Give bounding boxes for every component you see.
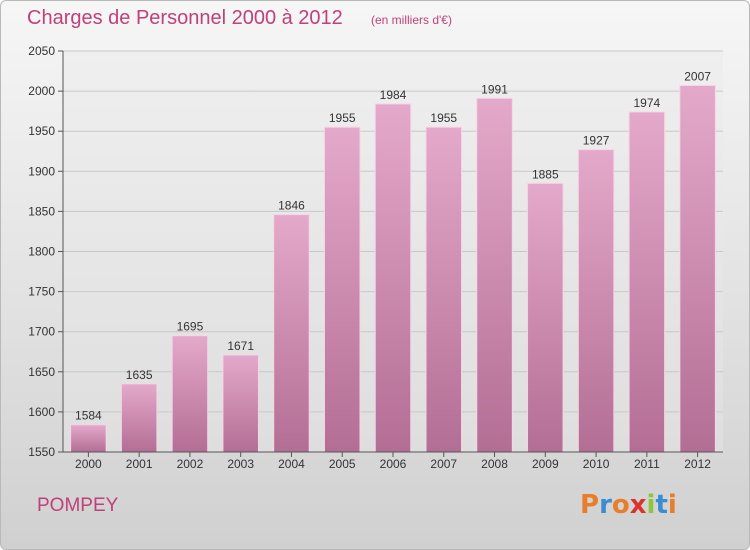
x-tick-label: 2006	[380, 457, 407, 471]
bar-value-label: 1671	[227, 339, 254, 353]
y-tick-label: 1900	[28, 164, 55, 178]
bar-2010	[577, 149, 615, 453]
x-tick-label: 2008	[481, 457, 508, 471]
bar-value-label: 2007	[684, 69, 711, 83]
x-tick-label: 2010	[583, 457, 610, 471]
y-tick-label: 1750	[28, 285, 55, 299]
y-tick-label: 2000	[28, 84, 55, 98]
bar-2008	[476, 97, 513, 453]
bar-value-label: 1695	[177, 320, 204, 334]
bar-2009	[527, 182, 564, 453]
x-tick-label: 2009	[532, 457, 559, 471]
x-tick-label: 2003	[227, 457, 254, 471]
chart-title: Charges de Personnel 2000 à 2012	[27, 7, 343, 29]
x-tick-label: 2001	[126, 457, 153, 471]
commune-name: POMPEY	[37, 495, 119, 516]
logo-letter: x	[629, 490, 647, 520]
logo-letter: t	[655, 490, 668, 520]
bar-2000	[70, 424, 107, 453]
bar-2003	[222, 354, 259, 453]
bar-value-label: 1984	[380, 88, 407, 102]
logo-letter: i	[667, 490, 677, 520]
x-tick-label: 2004	[278, 457, 305, 471]
bar-2001	[120, 383, 158, 453]
bar-2004	[273, 214, 310, 453]
x-tick-label: 2002	[177, 457, 204, 471]
y-tick-label: 1850	[28, 204, 55, 218]
bar-value-label: 1927	[583, 134, 610, 148]
bar-value-label: 1955	[329, 111, 356, 125]
y-tick-label: 1650	[28, 365, 55, 379]
bar-value-label: 1974	[633, 96, 660, 110]
logo-letter: P	[580, 490, 600, 520]
bar-value-label: 1991	[481, 82, 508, 96]
x-tick-label: 2011	[634, 457, 660, 471]
proxiti-logo: Proxiti	[580, 490, 677, 520]
x-tick-label: 2000	[75, 457, 102, 471]
x-tick-label: 2005	[329, 457, 356, 471]
y-tick-label: 1600	[28, 405, 55, 419]
bar-2011	[628, 111, 666, 453]
y-tick-label: 1550	[28, 445, 55, 459]
logo-letter: r	[599, 490, 612, 520]
bar-value-label: 1635	[126, 368, 153, 382]
bar-value-label: 1885	[532, 167, 559, 181]
bar-value-label: 1584	[75, 409, 102, 423]
bar-value-label: 1955	[430, 111, 457, 125]
chart-subtitle: (en milliers d'€)	[371, 13, 452, 27]
y-tick-label: 1800	[28, 245, 55, 259]
x-tick-label: 2012	[684, 457, 711, 471]
bar-2005	[323, 126, 361, 453]
x-tick-label: 2007	[430, 457, 457, 471]
y-tick-label: 1950	[28, 124, 55, 138]
bar-2006	[374, 103, 412, 453]
logo-letter: o	[611, 490, 630, 520]
logo-letter: i	[646, 490, 656, 520]
bar-2012	[679, 84, 716, 453]
y-tick-label: 1700	[28, 325, 55, 339]
bar-2002	[171, 335, 209, 453]
bar-2007	[425, 126, 463, 453]
y-tick-label: 2050	[28, 44, 55, 58]
bar-value-label: 1846	[278, 199, 305, 213]
